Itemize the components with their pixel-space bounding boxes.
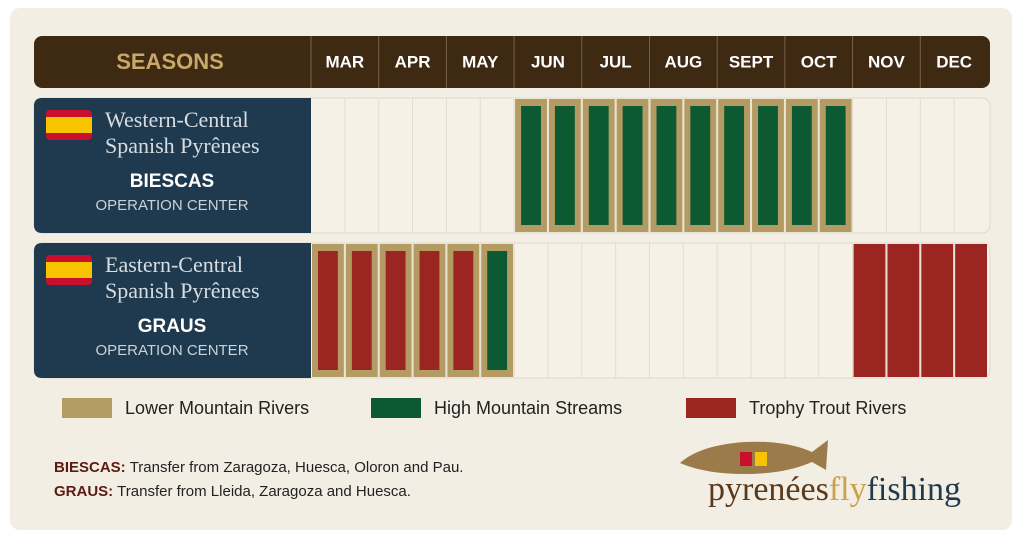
cell-fill [758, 106, 778, 225]
flag-band [46, 262, 92, 278]
month-label: SEPT [729, 52, 774, 71]
month-label: AUG [664, 52, 702, 71]
legend-label: Trophy Trout Rivers [749, 398, 906, 418]
region-panel [34, 243, 311, 378]
logo-stripe [755, 452, 767, 466]
center-name: GRAUS [138, 316, 207, 337]
cell-fill [385, 251, 406, 370]
legend-swatch [371, 398, 421, 418]
cell-fill [622, 106, 643, 225]
header-title: SEASONS [116, 49, 224, 74]
cell-fill [351, 251, 372, 370]
month-label: JUL [600, 52, 632, 71]
legend-swatch [62, 398, 112, 418]
cell-fill [825, 106, 846, 225]
region-name: Spanish Pyrênees [105, 278, 260, 303]
cell-fill [791, 106, 812, 225]
month-label: OCT [801, 52, 838, 71]
logo-part: pyrenées [708, 471, 829, 508]
note-text: Transfer from Lleida, Zaragoza and Huesc… [117, 483, 411, 500]
legend-swatch [686, 398, 736, 418]
logo-stripe [740, 452, 752, 466]
month-label: JUN [531, 52, 565, 71]
cell-fill [656, 106, 677, 225]
legend-label: Lower Mountain Rivers [125, 398, 309, 418]
cell-fill [318, 251, 338, 370]
region-panel [34, 98, 311, 233]
cell-fill [554, 106, 575, 225]
cell-fill [724, 106, 745, 225]
logo-part: fishing [867, 471, 961, 508]
note-label: BIESCAS: [54, 459, 126, 476]
cell-fill [487, 251, 508, 370]
month-label: MAR [325, 52, 364, 71]
region-name: Western-Central [105, 107, 249, 132]
cell-fill [588, 106, 609, 225]
note-label: GRAUS: [54, 483, 113, 500]
month-label: DEC [936, 52, 972, 71]
logo-fish [680, 440, 828, 474]
cell-fill [921, 244, 954, 377]
legend-label: High Mountain Streams [434, 398, 622, 418]
flag-band [46, 117, 92, 133]
cell-fill [887, 244, 920, 377]
note: GRAUS: Transfer from Lleida, Zaragoza and… [54, 483, 411, 500]
cell-fill [419, 251, 440, 370]
center-subtitle: OPERATION CENTER [95, 342, 248, 359]
month-label: MAY [462, 52, 499, 71]
month-label: APR [395, 52, 431, 71]
cell-fill [521, 106, 541, 225]
month-label: NOV [868, 52, 906, 71]
region-name: Spanish Pyrênees [105, 133, 260, 158]
cell-fill [853, 244, 886, 377]
cell-fill [955, 244, 987, 377]
center-subtitle: OPERATION CENTER [95, 197, 248, 214]
cell-fill [453, 251, 474, 370]
note-text: Transfer from Zaragoza, Huesca, Oloron a… [130, 459, 464, 476]
cell-fill [690, 106, 711, 225]
note: BIESCAS: Transfer from Zaragoza, Huesca, … [54, 459, 463, 476]
logo: pyrenéesflyfishing [708, 471, 961, 508]
logo-part: fly [829, 471, 867, 508]
header-bar [34, 36, 990, 88]
center-name: BIESCAS [130, 171, 214, 192]
region-name: Eastern-Central [105, 252, 243, 277]
